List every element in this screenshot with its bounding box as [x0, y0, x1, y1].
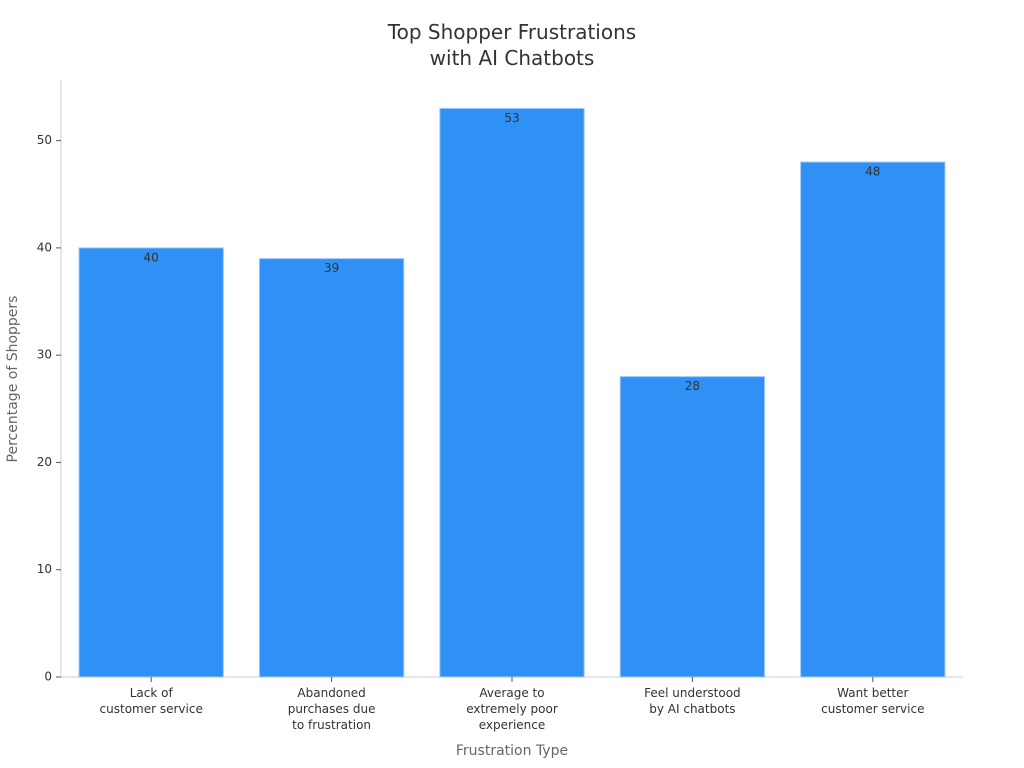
y-tick-label: 20: [37, 455, 52, 469]
text-line: extremely poor: [466, 702, 558, 716]
y-tick-label: 50: [37, 133, 52, 147]
bar: [258, 258, 405, 678]
value-label: 28: [685, 379, 700, 393]
y-tick-label: 40: [37, 240, 52, 254]
bar: [439, 107, 585, 678]
x-tick-label: Want better customer service: [821, 686, 924, 716]
text-line: purchases due: [288, 702, 376, 716]
text-line: with AI Chatbots: [430, 46, 595, 70]
x-tick-label: Abandoned purchases due to frustration: [288, 686, 376, 732]
text-line: Average to: [479, 686, 544, 700]
x-tick-label: Feel understood by AI chatbots: [644, 686, 741, 716]
y-tick-label: 10: [37, 562, 52, 576]
x-tick-label: Average to extremely poor experience: [466, 686, 558, 732]
text-line: to frustration: [292, 718, 371, 732]
value-label: 39: [324, 261, 339, 275]
chart-title: Top Shopper Frustrations with AI Chatbots: [387, 20, 636, 70]
text-line: customer service: [821, 702, 924, 716]
y-tick-label: 30: [37, 348, 52, 362]
y-axis-label: Percentage of Shoppers: [5, 296, 21, 463]
y-tick-label: 0: [44, 670, 52, 684]
text-line: customer service: [100, 702, 203, 716]
bar: [78, 247, 224, 678]
value-label: 53: [504, 111, 519, 125]
x-tick-label: Lack of customer service: [100, 686, 203, 716]
text-line: Top Shopper Frustrations: [387, 20, 636, 44]
text-line: Feel understood: [644, 686, 741, 700]
value-label: 48: [865, 165, 880, 179]
x-axis-label: Frustration Type: [456, 743, 568, 759]
text-line: Abandoned: [297, 686, 365, 700]
bar: [800, 161, 946, 678]
text-line: by AI chatbots: [649, 702, 735, 716]
text-line: Lack of: [130, 686, 174, 700]
bar: [619, 376, 766, 678]
text-line: experience: [479, 718, 546, 732]
text-line: Want better: [837, 686, 908, 700]
value-label: 40: [144, 250, 159, 264]
